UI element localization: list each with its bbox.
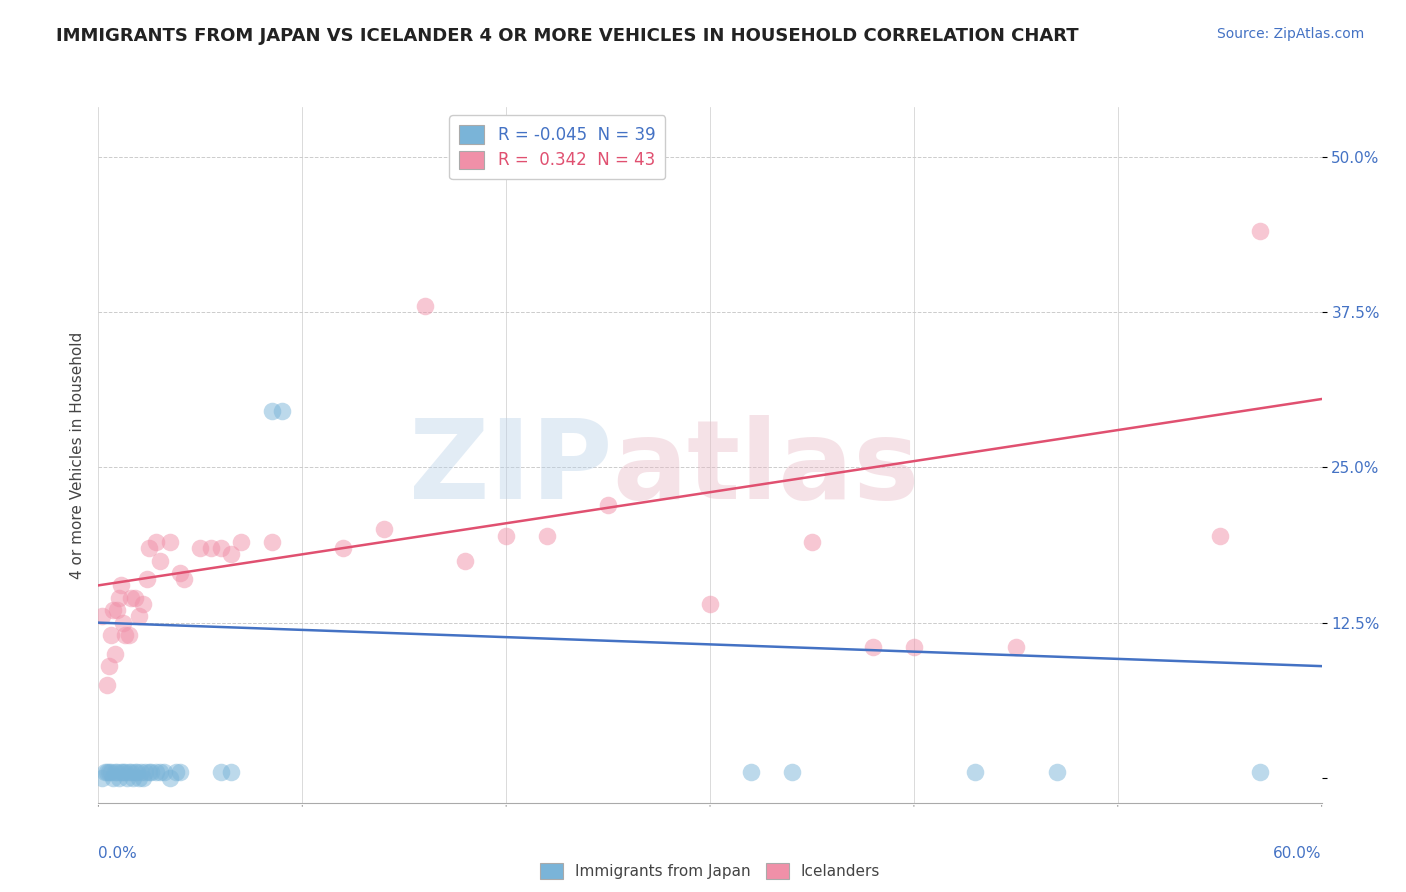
Point xyxy=(108,771,131,785)
Point xyxy=(145,534,167,549)
Point xyxy=(120,591,142,605)
Point xyxy=(1004,640,1026,655)
Point xyxy=(149,764,172,779)
Point xyxy=(1249,764,1271,779)
Point xyxy=(454,553,477,567)
Point xyxy=(598,498,620,512)
Point xyxy=(105,603,128,617)
Legend: Immigrants from Japan, Icelanders: Immigrants from Japan, Icelanders xyxy=(534,856,886,886)
Point xyxy=(413,299,436,313)
Text: 60.0%: 60.0% xyxy=(1274,847,1322,862)
Point xyxy=(260,404,283,418)
Point xyxy=(536,529,558,543)
Point xyxy=(136,572,159,586)
Point xyxy=(1045,764,1069,779)
Point xyxy=(128,609,150,624)
Point xyxy=(231,534,253,549)
Point xyxy=(159,534,181,549)
Point xyxy=(145,764,167,779)
Point xyxy=(108,591,131,605)
Point xyxy=(141,764,163,779)
Text: Source: ZipAtlas.com: Source: ZipAtlas.com xyxy=(1216,27,1364,41)
Point xyxy=(699,597,721,611)
Point xyxy=(270,404,294,418)
Point xyxy=(740,764,762,779)
Point xyxy=(91,771,114,785)
Point xyxy=(965,764,987,779)
Point xyxy=(165,764,187,779)
Point xyxy=(495,529,517,543)
Text: atlas: atlas xyxy=(612,416,920,523)
Point xyxy=(173,572,195,586)
Point xyxy=(115,771,138,785)
Point xyxy=(118,764,141,779)
Point xyxy=(96,764,118,779)
Point xyxy=(188,541,212,555)
Point xyxy=(110,764,132,779)
Y-axis label: 4 or more Vehicles in Household: 4 or more Vehicles in Household xyxy=(69,331,84,579)
Point xyxy=(132,597,155,611)
Point xyxy=(91,609,114,624)
Point xyxy=(149,553,172,567)
Point xyxy=(118,628,141,642)
Point xyxy=(101,603,124,617)
Point xyxy=(124,764,146,779)
Point xyxy=(111,615,134,630)
Point xyxy=(129,764,152,779)
Point xyxy=(110,578,132,592)
Point xyxy=(127,764,149,779)
Point xyxy=(260,534,283,549)
Text: IMMIGRANTS FROM JAPAN VS ICELANDER 4 OR MORE VEHICLES IN HOUSEHOLD CORRELATION C: IMMIGRANTS FROM JAPAN VS ICELANDER 4 OR … xyxy=(56,27,1078,45)
Point xyxy=(903,640,925,655)
Point xyxy=(97,659,120,673)
Point xyxy=(122,771,145,785)
Point xyxy=(100,628,122,642)
Point xyxy=(138,764,160,779)
Point xyxy=(209,541,232,555)
Point xyxy=(104,764,127,779)
Text: 0.0%: 0.0% xyxy=(98,847,138,862)
Point xyxy=(101,771,124,785)
Point xyxy=(159,771,181,785)
Point xyxy=(219,547,242,561)
Point xyxy=(138,541,160,555)
Point xyxy=(219,764,242,779)
Point xyxy=(134,764,156,779)
Point xyxy=(862,640,884,655)
Point xyxy=(332,541,354,555)
Point xyxy=(152,764,174,779)
Point xyxy=(105,764,128,779)
Point xyxy=(97,764,120,779)
Point xyxy=(169,764,191,779)
Point xyxy=(132,771,155,785)
Point xyxy=(111,764,134,779)
Point xyxy=(373,523,395,537)
Point xyxy=(1249,224,1271,238)
Point xyxy=(124,591,146,605)
Point xyxy=(100,764,122,779)
Point xyxy=(200,541,222,555)
Point xyxy=(93,764,115,779)
Point xyxy=(114,628,136,642)
Point xyxy=(104,647,127,661)
Point xyxy=(1209,529,1232,543)
Point xyxy=(120,764,142,779)
Point xyxy=(96,678,118,692)
Point xyxy=(114,764,136,779)
Point xyxy=(801,534,824,549)
Point xyxy=(169,566,191,580)
Point xyxy=(780,764,803,779)
Point xyxy=(128,771,150,785)
Text: ZIP: ZIP xyxy=(409,416,612,523)
Point xyxy=(209,764,232,779)
